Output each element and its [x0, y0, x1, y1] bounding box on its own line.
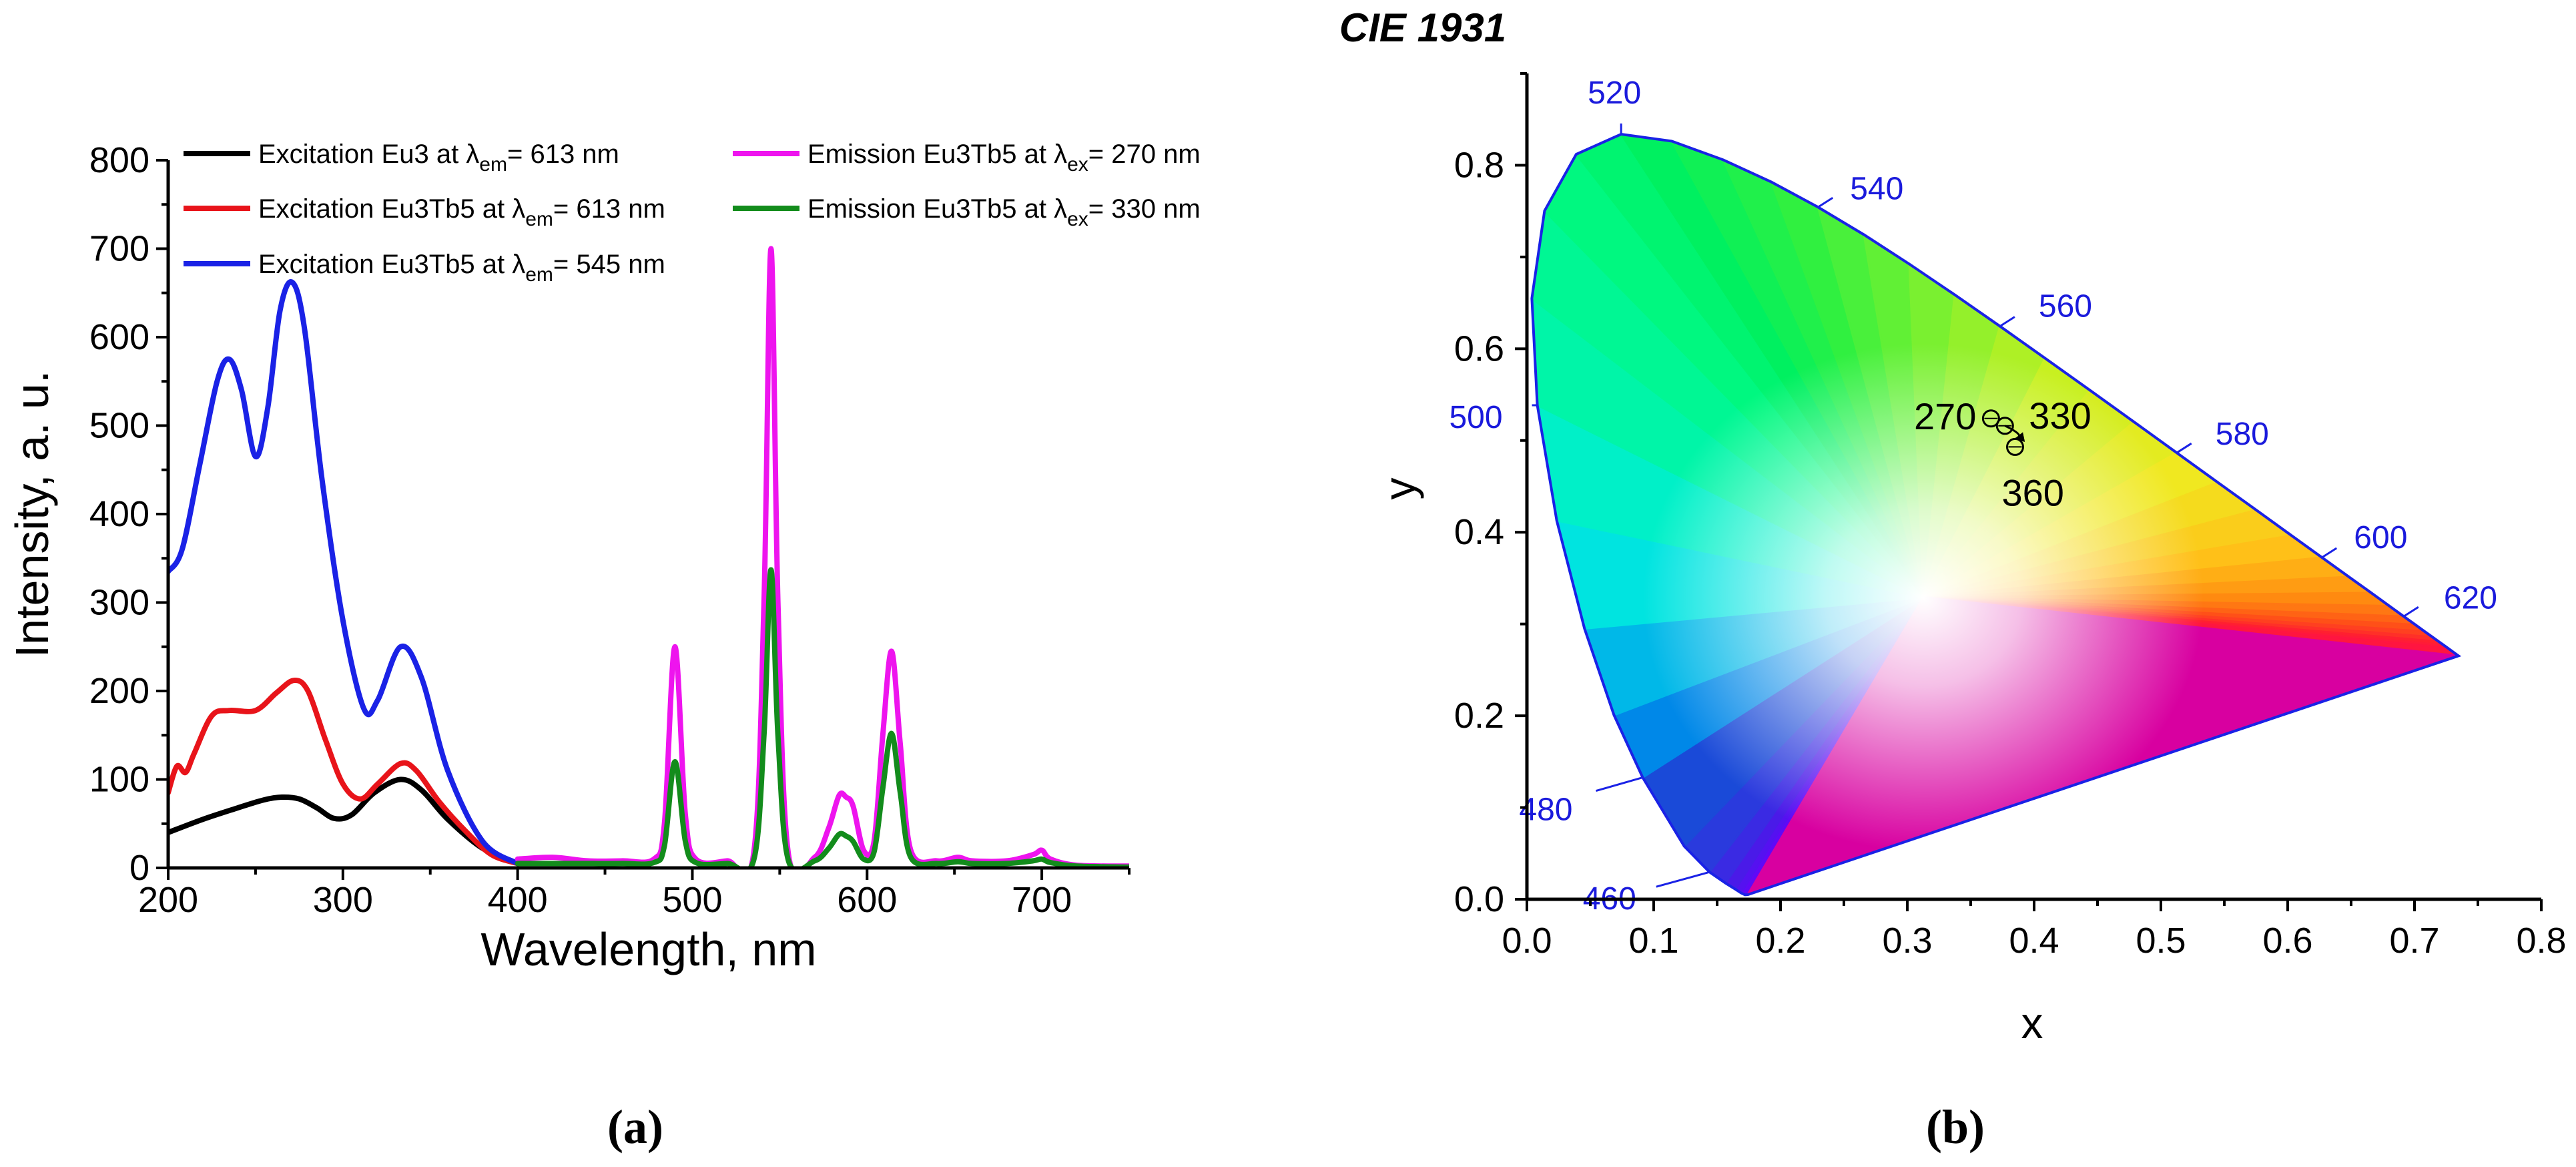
cie-wavelength-tick	[1999, 316, 2015, 327]
spectra-x-tick-label: 500	[662, 880, 722, 920]
spectra-x-tick-label: 300	[313, 880, 373, 920]
cie-x-tick-label: 0.0	[1502, 921, 1552, 961]
spectra-y-tick-label: 300	[89, 583, 149, 623]
cie-wavelength-label: 580	[2216, 417, 2269, 452]
spectra-y-tick-label: 100	[89, 760, 149, 800]
cie-point-marker	[1981, 409, 2000, 428]
cie-wavelength-label: 500	[1449, 400, 1502, 435]
cie-wavelength-tick	[2321, 547, 2338, 559]
spectra-x-tick-label: 400	[488, 880, 548, 920]
spectra-legend: Excitation Eu3 at λem= 613 nm Excitation …	[184, 140, 1201, 286]
cie-point-label: 360	[2002, 471, 2064, 513]
spectra-y-tick-label: 500	[89, 406, 149, 446]
spectra-y-tick-label: 800	[89, 140, 149, 180]
cie-wavelength-tick	[1817, 196, 1834, 208]
cie-white-center	[1643, 343, 2204, 851]
spectrum-excitation-eu3tb5-545	[168, 279, 521, 867]
cie-x-tick-label: 0.5	[2136, 921, 2186, 961]
spectra-axes: 200 300 400 500 600 700 0 100 200 300 400 500 600 700…	[89, 140, 1131, 920]
cie-wavelength-label: 560	[2039, 289, 2092, 324]
panel-b-label: (b)	[1926, 1100, 1985, 1154]
cie-y-tick-label: 0.8	[1454, 145, 1504, 185]
cie-axes: 0.0 0.1 0.2 0.3 0.4 0.5 0.6 0.7 0.8 0.0 0.2 0.4 0.6 0…	[1454, 72, 2567, 961]
legend-entry: Emission Eu3Tb5 at λex= 270 nm	[808, 140, 1201, 176]
spectra-y-tick-label: 600	[89, 317, 149, 357]
spectrum-excitation-eu3-613	[168, 776, 521, 867]
spectra-y-tick-label: 400	[89, 494, 149, 534]
cie-x-tick-label: 0.8	[2516, 921, 2566, 961]
legend-entry: Emission Eu3Tb5 at λex= 330 nm	[808, 194, 1201, 230]
cie-title: CIE 1931	[1339, 5, 1506, 50]
cie-wavelength-tick	[1656, 871, 1710, 888]
cie-point-label: 330	[2029, 395, 2091, 437]
spectra-x-tick-label: 200	[138, 880, 198, 920]
cie-wavelength-label: 540	[1850, 171, 1903, 206]
cie-wavelength-tick	[2176, 442, 2192, 454]
spectra-x-tick-label: 600	[837, 880, 897, 920]
cie-x-tick-label: 0.4	[2009, 921, 2059, 961]
cie-x-tick-label: 0.6	[2262, 921, 2312, 961]
legend-entry: Excitation Eu3Tb5 at λem= 613 nm	[258, 194, 665, 230]
cie-point-marker	[1995, 417, 2014, 435]
spectra-y-tick-label: 200	[89, 671, 149, 711]
cie-y-axis-title: y	[1375, 478, 1424, 500]
cie-gamut-fill	[1532, 134, 2459, 895]
cie-x-tick-label: 0.2	[1755, 921, 1805, 961]
cie-wavelength-tick	[1596, 776, 1643, 792]
cie-wavelength-label: 520	[1588, 75, 1641, 111]
spectrum-emission-eu3tb5-330	[515, 567, 1129, 868]
cie-x-tick-label: 0.3	[1882, 921, 1932, 961]
cie-spectral-locus	[1530, 132, 2462, 897]
spectra-series	[168, 246, 1129, 868]
panel-a-label: (a)	[607, 1100, 663, 1154]
cie-y-tick-label: 0.2	[1454, 696, 1504, 736]
cie-chromaticity-points: 270 330 360	[1914, 395, 2091, 514]
spectra-chart: 200 300 400 500 600 700 0 100 200 300 400 500 600 700…	[6, 140, 1201, 1154]
cie-x-tick-label: 0.7	[2389, 921, 2439, 961]
cie-y-tick-label: 0.0	[1454, 879, 1504, 919]
spectra-y-tick-label: 0	[129, 848, 149, 888]
cie-wavelength-label: 600	[2354, 520, 2407, 555]
legend-entry: Excitation Eu3Tb5 at λem= 545 nm	[258, 250, 665, 286]
spectra-x-axis-title: Wavelength, nm	[480, 923, 816, 975]
spectrum-excitation-eu3tb5-613	[168, 678, 521, 867]
cie-y-tick-label: 0.4	[1454, 512, 1504, 552]
cie-x-axis-title: x	[2021, 998, 2043, 1047]
spectra-y-axis-title: Intensity, a. u.	[6, 371, 58, 658]
cie-y-tick-label: 0.6	[1454, 328, 1504, 369]
spectra-x-tick-label: 700	[1012, 880, 1072, 920]
spectra-y-tick-label: 700	[89, 229, 149, 269]
cie-shift-arrow	[2004, 425, 2025, 442]
cie-wavelength-tick	[2403, 606, 2419, 618]
cie-x-tick-label: 0.1	[1628, 921, 1678, 961]
cie-point-label: 270	[1914, 395, 1976, 437]
legend-entry: Excitation Eu3 at λem= 613 nm	[258, 140, 619, 176]
cie-wavelength-label: 620	[2444, 580, 2497, 616]
spectrum-emission-eu3tb5-270	[515, 246, 1129, 868]
